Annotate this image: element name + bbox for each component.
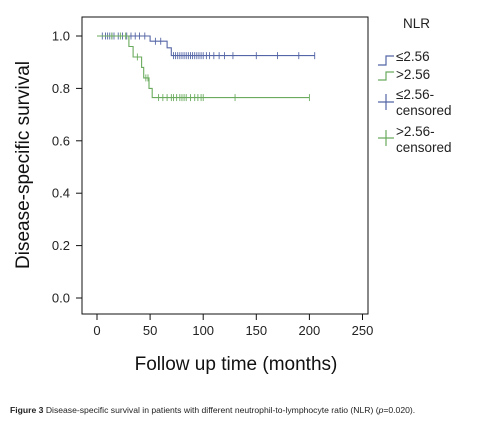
x-tick-label: 100 xyxy=(192,323,214,338)
figure-label: Figure 3 xyxy=(10,405,44,415)
legend-label-gt-2-56-censored: >2.56- censored xyxy=(396,124,452,155)
y-tick-label: 0.6 xyxy=(52,133,70,148)
legend-entry-le-2-56-censored: ≤2.56- censored xyxy=(378,87,452,118)
survival-curves xyxy=(97,32,316,102)
y-tick-label: 0.0 xyxy=(52,291,70,306)
y-tick-label: 0.4 xyxy=(52,186,70,201)
survival-chart: Disease-specific survival Follow up time… xyxy=(13,16,452,375)
legend-label-gt-2-56: >2.56 xyxy=(396,67,430,82)
survival-curve-le-2-56 xyxy=(97,35,315,57)
plot-frame xyxy=(81,16,369,315)
y-tick-label: 1.0 xyxy=(52,29,70,44)
caption-text: Disease-specific survival in patients wi… xyxy=(45,405,379,415)
legend-cross-icon-gt-2-56 xyxy=(378,130,394,146)
x-axis: 0 50 100 150 200 250 xyxy=(93,314,373,338)
legend-label-line: censored xyxy=(396,140,452,155)
legend-entry-gt-2-56: >2.56 xyxy=(378,67,430,82)
legend-cross-icon-le-2-56 xyxy=(378,94,394,110)
legend-label-le-2-56: ≤2.56 xyxy=(396,49,430,64)
legend: NLR ≤2.56 >2.56 ≤2.56- censored >2.56- c… xyxy=(378,16,452,155)
x-axis-label: Follow up time (months) xyxy=(135,354,338,375)
legend-step-icon-gt-2-56 xyxy=(378,71,394,81)
legend-title: NLR xyxy=(403,16,430,31)
p-symbol: p xyxy=(378,405,384,415)
x-tick-label: 200 xyxy=(299,323,321,338)
figure-caption: Figure 3 Disease-specific survival in pa… xyxy=(10,404,472,416)
p-value: =0.020). xyxy=(383,405,416,415)
survival-curve-gt-2-56 xyxy=(97,35,310,99)
x-tick-label: 250 xyxy=(352,323,374,338)
y-tick-label: 0.2 xyxy=(52,238,70,253)
legend-label-le-2-56-censored: ≤2.56- censored xyxy=(396,87,452,118)
x-tick-label: 50 xyxy=(143,323,157,338)
legend-label-line: censored xyxy=(396,103,452,118)
legend-label-line: >2.56- xyxy=(396,124,435,139)
legend-entry-gt-2-56-censored: >2.56- censored xyxy=(378,124,452,155)
legend-entry-le-2-56: ≤2.56 xyxy=(378,49,430,66)
x-tick-label: 150 xyxy=(245,323,267,338)
legend-step-icon-le-2-56 xyxy=(378,55,394,66)
legend-label-line: ≤2.56- xyxy=(396,87,434,102)
y-axis: 0.0 0.2 0.4 0.6 0.8 1.0 xyxy=(52,29,82,306)
y-tick-label: 0.8 xyxy=(52,81,70,96)
y-axis-label: Disease-specific survival xyxy=(13,61,34,269)
x-tick-label: 0 xyxy=(93,323,100,338)
